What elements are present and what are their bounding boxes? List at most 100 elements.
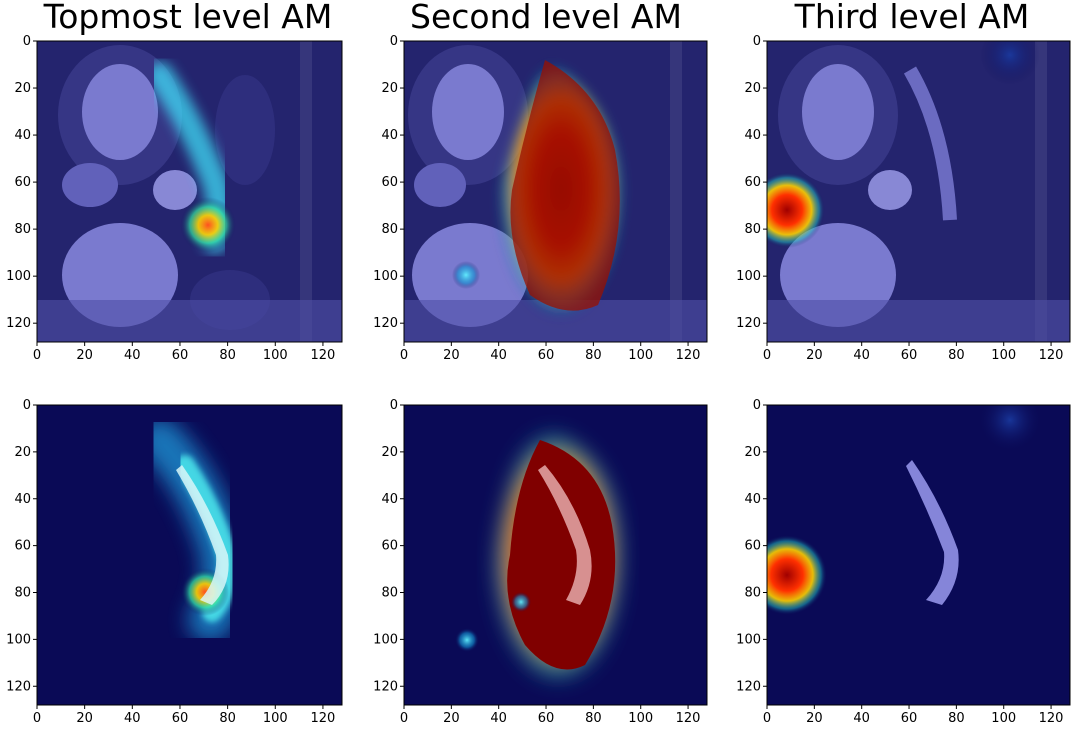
axes-frame bbox=[766, 404, 1071, 706]
x-tick-label: 100 bbox=[263, 348, 288, 363]
x-tick-label: 80 bbox=[219, 711, 236, 726]
y-tick-label: 120 bbox=[373, 679, 398, 694]
x-tick-label: 20 bbox=[443, 711, 460, 726]
y-tick-label: 80 bbox=[744, 586, 761, 601]
y-tick-label: 20 bbox=[744, 445, 761, 460]
axes-frame bbox=[403, 404, 708, 706]
axes-frame bbox=[36, 404, 343, 706]
x-tick-label: 80 bbox=[948, 711, 965, 726]
y-tick-label: 0 bbox=[23, 34, 31, 49]
x-tick-label: 0 bbox=[763, 348, 771, 363]
y-tick-label: 60 bbox=[744, 175, 761, 190]
x-tick-label: 20 bbox=[76, 348, 93, 363]
panel-second-overlay bbox=[404, 41, 707, 342]
y-tick-label: 60 bbox=[14, 539, 31, 554]
x-tick-label: 20 bbox=[443, 348, 460, 363]
x-tick-label: 120 bbox=[1039, 711, 1064, 726]
y-tick-label: 80 bbox=[381, 222, 398, 237]
y-tick-label: 100 bbox=[736, 632, 761, 647]
y-tick-label: 20 bbox=[14, 81, 31, 96]
panel-topmost-overlay bbox=[37, 41, 342, 342]
y-tick-label: 0 bbox=[23, 398, 31, 413]
y-tick-label: 40 bbox=[14, 128, 31, 143]
y-tick-label: 20 bbox=[381, 445, 398, 460]
axes-frame bbox=[766, 40, 1071, 343]
panel-second-heatmap bbox=[404, 405, 707, 705]
y-tick-label: 0 bbox=[753, 398, 761, 413]
y-tick-label: 40 bbox=[381, 128, 398, 143]
y-tick-label: 40 bbox=[744, 492, 761, 507]
y-tick-label: 0 bbox=[390, 34, 398, 49]
y-tick-label: 20 bbox=[381, 81, 398, 96]
x-tick-label: 100 bbox=[991, 348, 1016, 363]
y-tick-label: 100 bbox=[373, 632, 398, 647]
x-tick-label: 0 bbox=[763, 711, 771, 726]
x-tick-label: 120 bbox=[1039, 348, 1064, 363]
x-tick-label: 80 bbox=[585, 348, 602, 363]
x-tick-label: 100 bbox=[263, 711, 288, 726]
x-tick-label: 0 bbox=[33, 348, 41, 363]
y-tick-label: 40 bbox=[744, 128, 761, 143]
x-tick-label: 120 bbox=[311, 348, 336, 363]
x-tick-label: 0 bbox=[400, 348, 408, 363]
axes-layer: 0 0 20 20 40 40 60 60 80 80 100 100 120 120 0 0 20 20 40 40… bbox=[6, 34, 1071, 726]
y-tick-label: 60 bbox=[744, 539, 761, 554]
x-tick-label: 120 bbox=[676, 348, 701, 363]
panel-third-heatmap bbox=[767, 405, 1070, 705]
y-tick-label: 80 bbox=[744, 222, 761, 237]
panel-topmost-heatmap bbox=[37, 405, 342, 705]
axes-frame bbox=[36, 40, 343, 343]
x-tick-label: 0 bbox=[400, 711, 408, 726]
x-tick-label: 40 bbox=[853, 348, 870, 363]
y-tick-label: 60 bbox=[14, 175, 31, 190]
y-tick-label: 120 bbox=[6, 316, 31, 331]
y-tick-label: 60 bbox=[381, 175, 398, 190]
y-tick-label: 120 bbox=[373, 316, 398, 331]
x-tick-label: 40 bbox=[853, 711, 870, 726]
y-tick-label: 60 bbox=[381, 539, 398, 554]
x-tick-label: 40 bbox=[124, 348, 141, 363]
x-tick-label: 80 bbox=[219, 348, 236, 363]
y-tick-label: 80 bbox=[381, 586, 398, 601]
x-tick-label: 20 bbox=[806, 348, 823, 363]
y-tick-label: 100 bbox=[736, 269, 761, 284]
y-tick-label: 100 bbox=[373, 269, 398, 284]
y-tick-label: 20 bbox=[14, 445, 31, 460]
x-tick-label: 100 bbox=[628, 348, 653, 363]
x-tick-label: 60 bbox=[172, 711, 189, 726]
x-tick-label: 80 bbox=[585, 711, 602, 726]
title-topmost-level: Topmost level AM bbox=[43, 0, 333, 36]
y-tick-label: 40 bbox=[14, 492, 31, 507]
title-second-level: Second level AM bbox=[410, 0, 682, 36]
segmentation-mask bbox=[538, 465, 592, 605]
segmentation-mask bbox=[176, 465, 229, 605]
y-tick-label: 40 bbox=[381, 492, 398, 507]
y-tick-label: 0 bbox=[390, 398, 398, 413]
x-tick-label: 120 bbox=[311, 711, 336, 726]
axes-frame bbox=[403, 40, 708, 343]
title-third-level: Third level AM bbox=[794, 0, 1030, 36]
x-tick-label: 40 bbox=[490, 348, 507, 363]
x-tick-label: 100 bbox=[628, 711, 653, 726]
x-tick-label: 40 bbox=[490, 711, 507, 726]
y-tick-label: 20 bbox=[744, 81, 761, 96]
y-tick-label: 120 bbox=[736, 316, 761, 331]
y-tick-label: 0 bbox=[753, 34, 761, 49]
y-tick-label: 100 bbox=[6, 269, 31, 284]
x-tick-label: 20 bbox=[76, 711, 93, 726]
x-tick-label: 80 bbox=[948, 348, 965, 363]
x-tick-label: 120 bbox=[676, 711, 701, 726]
x-tick-label: 60 bbox=[901, 711, 918, 726]
x-tick-label: 60 bbox=[901, 348, 918, 363]
y-tick-label: 120 bbox=[6, 679, 31, 694]
x-tick-label: 40 bbox=[124, 711, 141, 726]
x-tick-label: 60 bbox=[538, 348, 555, 363]
y-tick-label: 100 bbox=[6, 632, 31, 647]
x-tick-label: 0 bbox=[33, 711, 41, 726]
y-tick-label: 120 bbox=[736, 679, 761, 694]
x-tick-label: 100 bbox=[991, 711, 1016, 726]
ct-anatomy bbox=[37, 41, 342, 342]
x-tick-label: 20 bbox=[806, 711, 823, 726]
panel-third-overlay bbox=[767, 41, 1070, 342]
